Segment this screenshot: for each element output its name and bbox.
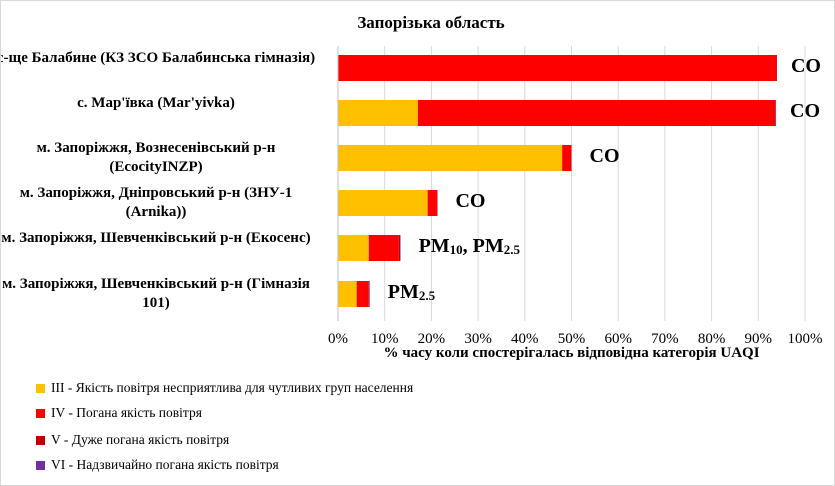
bar-segment — [338, 281, 357, 307]
annotation-part: CO — [790, 100, 821, 122]
annotation-part: CO — [589, 145, 620, 167]
bar-segment — [338, 235, 369, 261]
annotation-part: 2.5 — [503, 242, 520, 257]
pollutant-annotation: CO — [790, 100, 820, 123]
legend-item: IV - Погана якість повітря — [36, 405, 202, 421]
x-tick-label: 90% — [744, 331, 773, 347]
annotation-part: , PM — [462, 235, 504, 257]
category-label: м. Запоріжжя, Вознесенівський р-н (Ecoci… — [36, 140, 276, 175]
x-tick-label: 100% — [787, 331, 823, 347]
legend-label: IV - Погана якість повітря — [51, 405, 202, 420]
legend-label: III - Якість повітря несприятлива для чу… — [51, 380, 414, 395]
legend-item: III - Якість повітря несприятлива для чу… — [36, 380, 413, 396]
x-tick-label: 40% — [511, 331, 539, 347]
x-tick-label: 20% — [417, 331, 446, 347]
x-tick-label: 60% — [604, 331, 632, 347]
legend-label: V - Дуже погана якість повітря — [51, 432, 230, 447]
bar-segment — [338, 100, 418, 126]
bar-segment — [417, 100, 776, 126]
x-tick-label: 80% — [697, 331, 726, 347]
x-tick-label: 10% — [370, 331, 399, 347]
pollutant-annotation: CO — [791, 55, 821, 78]
pollutant-annotation: PM2.5 — [388, 281, 435, 304]
pollutant-annotation: CO — [590, 145, 620, 168]
pollutant-annotation: PM10, PM2.5 — [419, 235, 520, 258]
pollutant-annotation: CO — [455, 190, 485, 213]
legend-swatch — [36, 383, 45, 393]
x-tick-label: 30% — [464, 331, 492, 347]
legend-swatch — [36, 408, 45, 418]
category-label: м. Запоріжжя, Шевченківський р-н (Гімназ… — [2, 276, 310, 311]
bar-segment — [562, 145, 572, 171]
annotation-part: PM — [418, 235, 450, 257]
x-tick-label: 0% — [328, 331, 348, 347]
bar-segment — [368, 235, 399, 261]
annotation-part: PM — [387, 281, 419, 303]
legend-label: VI - Надзвичайно погана якість повітря — [51, 457, 279, 472]
category-label: с-ще Балабине (КЗ ЗСО Балабинська гімназ… — [0, 50, 316, 66]
bar-segment — [427, 190, 438, 216]
bar-segment — [338, 55, 777, 81]
legend-swatch — [36, 460, 45, 470]
annotation-part: CO — [455, 190, 486, 212]
x-tick-label: 70% — [651, 331, 679, 347]
annotation-part: 10 — [449, 242, 463, 257]
legend-swatch — [36, 435, 45, 445]
chart-title: Запорізька область — [357, 13, 505, 32]
category-label: с. Мар'ївка (Mar'yivka) — [77, 95, 235, 111]
category-label: м. Запоріжжя, Дніпровський р-н (ЗНУ-1 (A… — [19, 185, 293, 220]
x-axis-label: % часу коли спостерігалась відповідна ка… — [383, 345, 760, 361]
category-label: м. Запоріжжя, Шевченківський р-н (Екосен… — [1, 230, 311, 246]
bar-segment — [338, 190, 428, 216]
annotation-part: 2.5 — [418, 288, 436, 303]
x-tick-label: 50% — [557, 331, 586, 347]
legend-item: VI - Надзвичайно погана якість повітря — [36, 457, 279, 473]
bar-segment — [356, 281, 369, 307]
bar-segment — [338, 145, 563, 171]
legend-item: V - Дуже погана якість повітря — [36, 432, 229, 448]
bar-segment — [398, 235, 401, 261]
annotation-part: CO — [790, 55, 821, 77]
